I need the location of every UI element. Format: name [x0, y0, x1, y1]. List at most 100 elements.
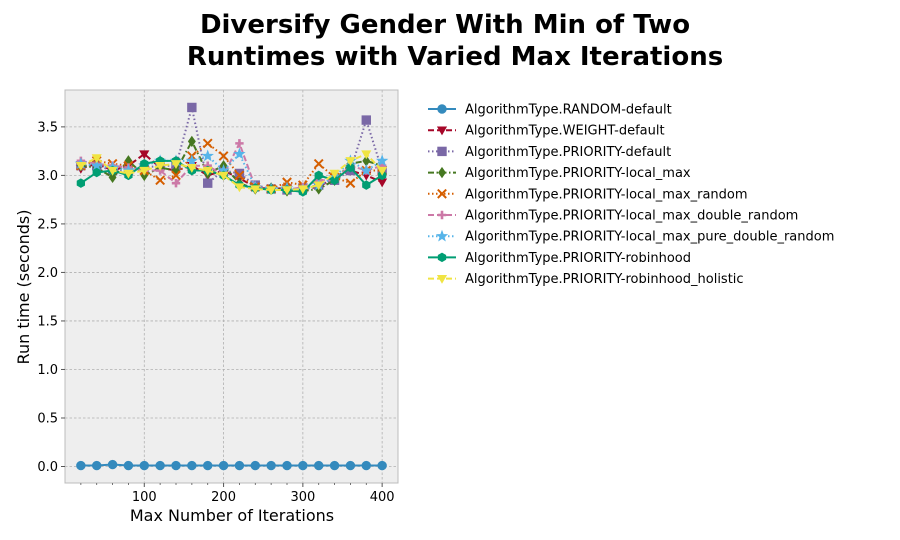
data-point [330, 175, 339, 186]
data-point [329, 169, 340, 179]
y-tick-label: 0.5 [37, 411, 58, 426]
data-point [187, 135, 196, 148]
data-point [360, 164, 373, 176]
y-tick-label: 2.0 [37, 266, 58, 281]
legend-item: AlgorithmType.PRIORITY-robinhood_holisti… [428, 272, 744, 287]
data-point [203, 460, 213, 471]
legend-label: AlgorithmType.PRIORITY-local_max [465, 166, 691, 181]
legend-label: AlgorithmType.PRIORITY-default [465, 145, 671, 160]
x-tick-label: 100 [132, 490, 157, 505]
x-tick-label: 200 [211, 490, 236, 505]
x-axis-label: Max Number of Iterations [130, 506, 334, 525]
data-point [377, 166, 388, 176]
data-point [187, 102, 197, 113]
data-point [362, 180, 371, 190]
data-point [266, 186, 277, 196]
data-point [282, 460, 292, 471]
series-layer [74, 102, 389, 471]
y-tick-label: 3.0 [37, 169, 58, 184]
data-point [139, 166, 150, 176]
data-point [250, 460, 260, 471]
data-point [218, 151, 229, 161]
data-point [298, 460, 308, 471]
x-tick-label: 300 [290, 490, 315, 505]
legend-marker [437, 188, 447, 199]
y-axis-label: Run time (seconds) [14, 210, 33, 365]
data-point [155, 460, 165, 471]
legend-item: AlgorithmType.RANDOM-default [428, 103, 672, 118]
data-point [346, 162, 355, 173]
legend-label: AlgorithmType.RANDOM-default [465, 103, 672, 118]
plot-area [65, 90, 398, 483]
legend-label: AlgorithmType.PRIORITY-local_max_random [465, 187, 748, 202]
legend-item: AlgorithmType.PRIORITY-local_max [428, 166, 691, 181]
y-tick-label: 2.5 [37, 217, 58, 232]
data-point [201, 149, 214, 162]
legend-label: AlgorithmType.PRIORITY-local_max_pure_do… [465, 230, 834, 245]
data-point [75, 162, 86, 171]
data-point [233, 147, 246, 160]
legend-marker [437, 104, 447, 114]
plot-frame [64, 89, 399, 484]
legend-item: AlgorithmType.PRIORITY-local_max_pure_do… [428, 230, 834, 245]
data-point [234, 183, 245, 193]
data-point [92, 460, 102, 471]
legend-label: AlgorithmType.PRIORITY-local_max_double_… [465, 209, 798, 224]
legend-marker [437, 210, 447, 220]
data-point [123, 460, 134, 471]
data-point [185, 154, 199, 167]
legend-item: AlgorithmType.WEIGHT-default [428, 124, 665, 139]
data-point [76, 460, 86, 471]
legend: AlgorithmType.RANDOM-default AlgorithmTyp… [428, 103, 834, 287]
data-point [170, 160, 182, 169]
legend-label: AlgorithmType.PRIORITY-robinhood [465, 251, 691, 266]
data-point [345, 157, 356, 167]
data-point [377, 460, 387, 471]
data-point [361, 115, 371, 125]
data-point [218, 460, 229, 471]
data-point [171, 178, 181, 188]
data-point [202, 138, 213, 149]
legend-marker [437, 146, 447, 157]
legend-marker [437, 252, 447, 263]
data-point [107, 459, 118, 470]
data-point [123, 169, 134, 179]
data-point [91, 154, 102, 164]
legend-item: AlgorithmType.PRIORITY-local_max_random [428, 187, 748, 202]
y-tick-label: 1.0 [37, 363, 58, 378]
data-point [345, 178, 356, 189]
data-point [186, 163, 197, 173]
data-point [107, 166, 118, 176]
legend-item: AlgorithmType.PRIORITY-default [428, 145, 671, 160]
data-point [281, 186, 293, 196]
data-point [250, 185, 261, 195]
series-1 [76, 459, 387, 471]
y-tick-label: 1.5 [37, 314, 58, 329]
ticks: 100 200 300 400 0.0 0.5 1.0 1.5 2.0 2.5 3.0 3.5 [37, 120, 394, 505]
data-point [140, 158, 149, 169]
y-tick-label: 0.0 [37, 460, 58, 475]
data-point [203, 178, 213, 188]
data-point [155, 175, 166, 186]
data-point [329, 460, 340, 471]
y-tick-label: 3.5 [37, 120, 58, 135]
data-point [155, 162, 166, 171]
data-point [171, 170, 181, 181]
data-point [375, 154, 389, 167]
chart-title-line-1: Diversify Gender With Min of Two [200, 10, 690, 40]
data-point [345, 460, 356, 471]
data-point [313, 181, 324, 191]
data-point [234, 170, 245, 181]
legend-item: AlgorithmType.PRIORITY-robinhood [428, 251, 691, 266]
legend-marker [436, 126, 448, 136]
legend-marker [435, 229, 449, 242]
data-point [314, 170, 323, 181]
data-point [139, 150, 150, 160]
chart-title-line-2: Runtimes with Varied Max Iterations [187, 42, 723, 72]
data-point [235, 139, 244, 148]
data-point [76, 178, 85, 188]
legend-marker [436, 274, 448, 284]
legend-item: AlgorithmType.PRIORITY-local_max_double_… [428, 209, 798, 224]
data-point [92, 167, 101, 178]
